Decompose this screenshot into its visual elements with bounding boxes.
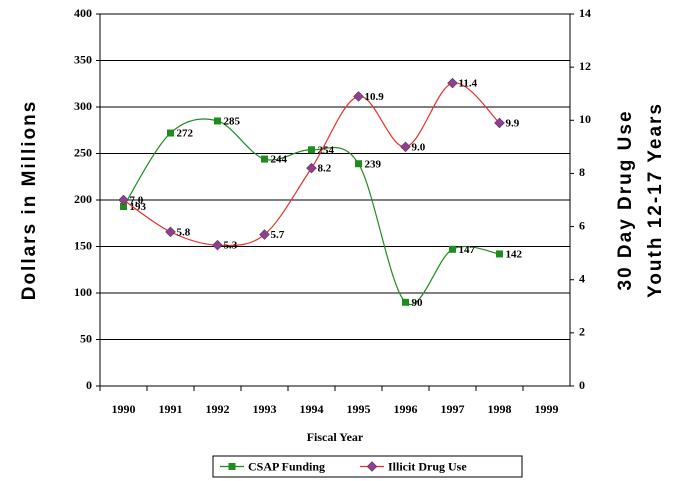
data-label: 90 (412, 297, 424, 309)
x-tick-label: 1998 (488, 402, 512, 416)
data-point (496, 250, 503, 258)
data-label: 9.9 (506, 117, 520, 129)
data-label: 272 (177, 128, 194, 140)
legend-label: CSAP Funding (248, 459, 325, 473)
y2-tick-label: 10 (579, 112, 591, 126)
data-label: 5.8 (177, 226, 191, 238)
y-tick-label: 300 (74, 99, 92, 113)
x-tick-label: 1991 (159, 402, 183, 416)
data-point (118, 194, 129, 206)
y-tick-label: 50 (80, 331, 92, 345)
y2-tick-label: 14 (579, 6, 591, 20)
data-point (165, 226, 176, 238)
y-tick-label: 150 (74, 238, 92, 252)
y2-tick-label: 8 (579, 165, 585, 179)
y2-axis-title: Youth 12-17 Years (645, 102, 666, 298)
legend-marker (228, 463, 236, 470)
data-label: 10.9 (365, 91, 385, 103)
x-axis-title: Fiscal Year (307, 430, 364, 444)
data-label: 5.7 (271, 229, 285, 241)
data-label: 244 (271, 154, 288, 166)
data-label: 8.2 (318, 163, 332, 175)
data-point (214, 117, 221, 125)
data-label: 193 (130, 201, 147, 213)
data-point (353, 91, 364, 102)
data-point (261, 155, 268, 163)
data-label: 5.3 (224, 240, 238, 252)
y-tick-label: 250 (74, 145, 92, 159)
data-point (259, 229, 270, 240)
x-tick-label: 1992 (206, 402, 230, 416)
y-tick-label: 100 (74, 285, 92, 299)
data-point (167, 129, 174, 137)
x-tick-label: 1990 (112, 402, 136, 416)
x-tick-label: 1997 (441, 402, 465, 416)
y2-tick-label: 4 (579, 271, 585, 285)
data-label: 147 (459, 244, 476, 256)
data-point (494, 117, 505, 129)
legend-marker (366, 461, 378, 472)
y-tick-label: 0 (86, 378, 92, 392)
x-tick-label: 1996 (394, 402, 418, 416)
data-point (212, 239, 223, 251)
data-point (306, 162, 317, 174)
y2-tick-label: 2 (579, 325, 585, 339)
data-label: 254 (318, 144, 335, 156)
data-point (447, 77, 458, 89)
data-label: 7.0 (130, 195, 144, 207)
data-point (449, 245, 456, 253)
x-tick-label: 1999 (535, 402, 559, 416)
y-axis-title: Dollars in Millions (19, 100, 40, 301)
y2-tick-label: 0 (579, 378, 585, 392)
data-label: 285 (224, 115, 241, 127)
y2-tick-label: 12 (579, 59, 591, 73)
x-tick-label: 1993 (253, 402, 277, 416)
data-point (400, 141, 411, 153)
y-tick-label: 200 (74, 192, 92, 206)
data-label: 239 (365, 158, 382, 170)
data-label: 142 (506, 248, 523, 260)
data-point (355, 160, 362, 168)
data-label: 9.0 (412, 141, 426, 153)
legend: CSAP Funding Illicit Drug Use (212, 455, 523, 478)
data-point (402, 298, 409, 306)
x-tick-label: 1995 (347, 402, 371, 416)
data-point (120, 203, 127, 211)
y-tick-label: 400 (74, 6, 92, 20)
data-label: 11.4 (459, 78, 478, 90)
x-tick-label: 1994 (300, 402, 324, 416)
series-line (123, 82, 500, 247)
legend-label: Illicit Drug Use (388, 459, 467, 473)
y-tick-label: 350 (74, 52, 92, 66)
y2-tick-label: 6 (579, 218, 585, 232)
y2-axis-title: 30 Day Drug Use (615, 109, 636, 290)
data-point (308, 146, 315, 154)
